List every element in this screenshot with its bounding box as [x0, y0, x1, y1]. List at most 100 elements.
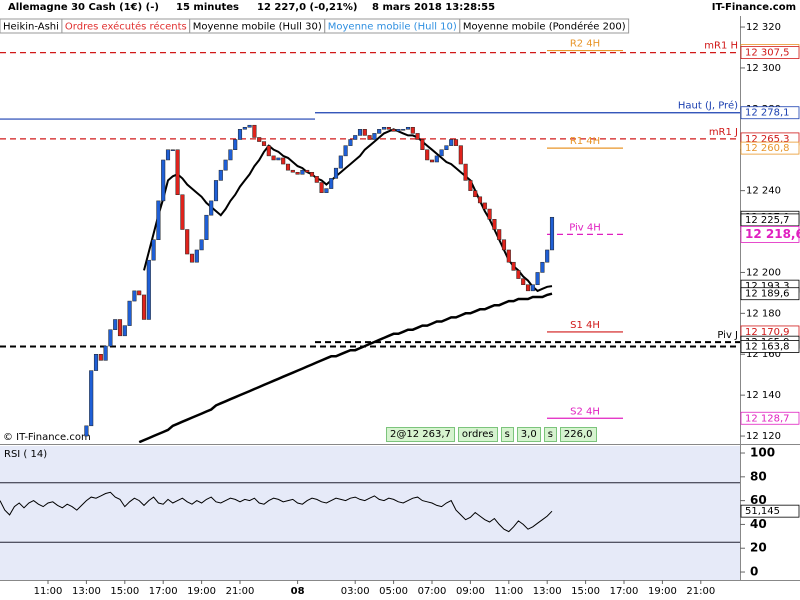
candle: [453, 139, 459, 146]
price-label-box: [740, 46, 800, 60]
candle: [420, 139, 425, 150]
price-label: 12 128,7: [745, 413, 790, 424]
candle: [165, 149, 171, 161]
rsi-tick-label: 20: [750, 541, 767, 555]
candle: [487, 208, 492, 220]
level-name: S1 4H: [570, 320, 600, 331]
candle: [497, 229, 502, 240]
candle: [305, 169, 310, 173]
candle: [103, 345, 108, 361]
candle: [281, 157, 286, 165]
price-label-box: [740, 287, 800, 301]
order-field: s: [543, 427, 557, 442]
x-tick-label: 21:00: [686, 586, 715, 597]
candle: [357, 129, 363, 136]
tab: [459, 18, 630, 34]
order-bar: 2@12 263,7 ordres s 3,0 s 226,0: [386, 427, 597, 442]
candle: [324, 188, 329, 193]
candle: [391, 129, 396, 132]
candle: [449, 139, 454, 146]
tab-label: Ordres exécutés récents: [65, 21, 187, 33]
candle: [242, 126, 247, 130]
price-label: 12 265,3: [745, 134, 790, 145]
candle: [372, 133, 377, 140]
rsi-tick-label: 40: [750, 517, 767, 531]
y-tick-label: 12 300: [746, 63, 781, 74]
candle: [175, 149, 180, 195]
candle: [204, 214, 209, 240]
tab-label: Moyenne mobile (Pondérée 200): [463, 21, 626, 33]
candle: [141, 294, 147, 320]
price-label: 12 225,7: [745, 215, 790, 226]
instrument: Allemagne 30 Cash (1€) (-): [8, 2, 159, 13]
level-name: Haut (J, Pré): [678, 100, 738, 112]
candle: [122, 325, 127, 337]
candle: [482, 202, 487, 210]
candle: [386, 126, 391, 130]
candle: [161, 159, 166, 202]
candle: [233, 139, 238, 150]
y-tick-label: 12 200: [746, 267, 781, 278]
candle: [348, 139, 353, 146]
rsi-tick-label: 100: [750, 446, 775, 460]
price-label: 12 163,8: [745, 341, 790, 352]
candle: [535, 272, 540, 285]
x-tick-label: 03:00: [341, 586, 370, 597]
price-label-box: [740, 226, 800, 243]
candle: [501, 239, 507, 251]
candle: [300, 169, 305, 175]
candle: [271, 155, 276, 161]
price-label-box: [740, 411, 800, 425]
candle: [477, 196, 483, 204]
rsi-panel: [0, 446, 740, 580]
candle: [261, 141, 267, 146]
candle: [108, 329, 113, 347]
x-tick-label: 19:00: [648, 586, 677, 597]
candle: [266, 145, 271, 157]
candle: [209, 200, 214, 216]
order-field: 226,0: [559, 427, 597, 442]
order-field: 3,0: [516, 427, 541, 442]
candle: [516, 270, 521, 279]
rsi-line: [0, 491, 553, 533]
x-tick-label: 13:00: [533, 586, 562, 597]
candle: [84, 425, 89, 437]
rsi-area: [0, 482, 740, 543]
candle: [213, 180, 219, 202]
x-tick-label: 08: [291, 586, 305, 597]
tab-label: Moyenne mobile (Hull 30): [193, 22, 322, 33]
x-tick-label: 09:00: [456, 586, 485, 597]
candle: [396, 129, 401, 132]
candle: [137, 290, 142, 296]
candle: [439, 149, 444, 157]
candle: [458, 145, 463, 165]
candle: [549, 216, 555, 251]
level-name: R2 4H: [570, 39, 600, 50]
rsi-tick-label: 80: [750, 469, 767, 483]
x-tick-label: 21:00: [226, 586, 255, 597]
candle: [89, 370, 94, 427]
tab-label: Moyenne mobile (Hull 10): [328, 22, 457, 33]
candle: [285, 163, 291, 171]
x-tick-label: 07:00: [418, 586, 447, 597]
rsi-current: 51,145: [745, 506, 780, 517]
tab-label: Heikin-Ashi: [3, 22, 59, 33]
price-label-box: [740, 141, 800, 155]
level-name: Piv 4H: [569, 222, 601, 233]
candle: [194, 249, 199, 263]
plot-area: R2 4H mR1 H Haut (J, Pré) mR1 J R1 4H Piv 4H S…: [0, 39, 740, 443]
price-label: 12 193,3: [745, 281, 790, 292]
price-label-box: [740, 106, 800, 120]
candle: [199, 239, 204, 251]
candle: [170, 149, 175, 151]
candle: [401, 129, 406, 131]
candle: [257, 137, 262, 142]
y-tick-label: 12 240: [746, 186, 781, 197]
candle: [405, 126, 411, 130]
price-label: 12 307,5: [745, 48, 790, 59]
candle: [511, 261, 516, 271]
brand: IT-Finance.com: [712, 2, 796, 13]
candle: [362, 129, 367, 136]
y-tick-label: 12 320: [746, 22, 781, 33]
candle: [295, 171, 300, 175]
